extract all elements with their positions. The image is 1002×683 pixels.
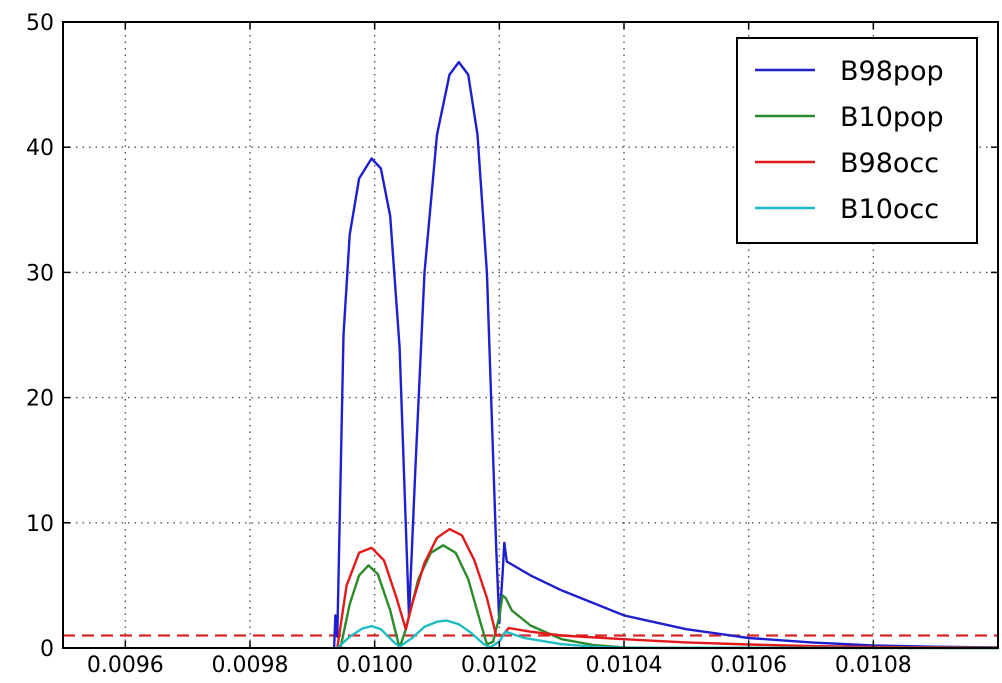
legend-label-b10occ: B10occ <box>840 194 939 225</box>
y-tick-label: 20 <box>26 387 54 412</box>
x-tick-label: 0.0098 <box>212 653 289 678</box>
legend-label-b10pop: B10pop <box>840 102 944 133</box>
x-tick-label: 0.0108 <box>835 653 912 678</box>
plot-frame <box>62 21 999 649</box>
series-line-b10occ <box>336 619 999 650</box>
y-tick-label: 10 <box>26 512 54 537</box>
series-lines <box>332 60 999 650</box>
series-line-b10pop <box>339 544 999 650</box>
y-tick-label: 40 <box>26 136 54 161</box>
y-tick-label: 0 <box>40 637 54 662</box>
x-tick-label: 0.0102 <box>461 653 538 678</box>
y-tick-label: 30 <box>26 261 54 286</box>
x-tick-label: 0.0096 <box>87 653 164 678</box>
x-tick-label: 0.0106 <box>710 653 787 678</box>
series-line-b98pop <box>332 60 999 649</box>
x-tick-label: 0.0100 <box>336 653 413 678</box>
legend-label-b98pop: B98pop <box>840 56 944 87</box>
series-line-b98occ <box>336 527 999 649</box>
y-tick-label: 50 <box>26 11 54 36</box>
axis-ticks: 0.0096 0.0098 0.0100 0.0102 0.0104 0.0106 0.01… <box>26 11 998 678</box>
x-tick-label: 0.0104 <box>586 653 663 678</box>
legend-label-b98occ: B98occ <box>840 148 939 179</box>
legend: B98pop B10pop B98occ B10occ <box>736 37 978 244</box>
